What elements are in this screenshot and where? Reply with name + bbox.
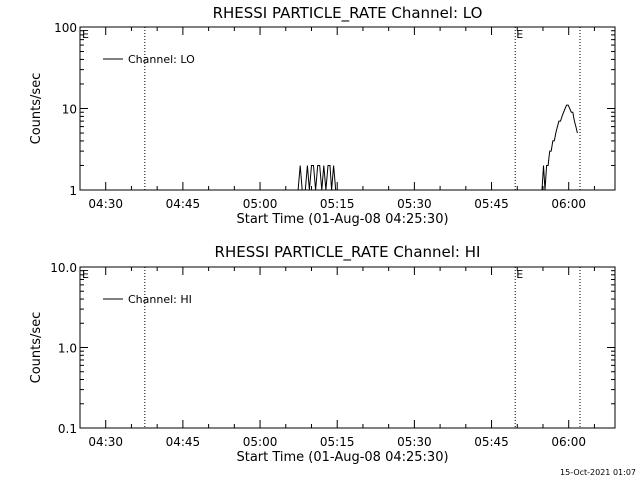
corner-label-lo: E bbox=[82, 28, 89, 41]
panel-lo: RHESSI PARTICLE_RATE Channel: LO 04:30 04:… bbox=[29, 4, 616, 227]
corner-label-hi: E bbox=[82, 268, 89, 281]
time-marker-label-lo: E bbox=[516, 28, 523, 41]
y-tick-label-hi: 0.1 bbox=[58, 422, 77, 436]
legend-label-lo: Channel: LO bbox=[128, 53, 195, 66]
panel-hi: RHESSI PARTICLE_RATE Channel: HI 04:30 04:… bbox=[29, 243, 616, 465]
y-tick-label-hi: 10.0 bbox=[50, 261, 77, 275]
y-axis-label-lo: Counts/sec bbox=[29, 73, 44, 145]
y-tick-label-lo: 1 bbox=[69, 184, 77, 198]
x-tick-label-lo: 05:00 bbox=[243, 197, 278, 211]
x-tick-label-hi: 04:45 bbox=[166, 435, 201, 449]
y-axis-label-hi: Counts/sec bbox=[29, 312, 44, 384]
x-tick-label-lo: 06:00 bbox=[551, 197, 586, 211]
legend-label-hi: Channel: HI bbox=[128, 293, 192, 306]
series-line-lo bbox=[297, 165, 338, 191]
time-marker-label-hi: E bbox=[516, 268, 523, 281]
series-line-lo bbox=[540, 104, 578, 191]
x-tick-label-lo: 05:15 bbox=[320, 197, 355, 211]
x-tick-label-hi: 05:00 bbox=[243, 435, 278, 449]
y-tick-label-hi: 1.0 bbox=[58, 342, 77, 356]
x-tick-label-hi: 04:30 bbox=[88, 435, 123, 449]
x-tick-label-lo: 04:30 bbox=[88, 197, 123, 211]
x-tick-label-hi: 05:30 bbox=[397, 435, 432, 449]
plot-frame-hi bbox=[79, 266, 616, 429]
chart-title-hi: RHESSI PARTICLE_RATE Channel: HI bbox=[215, 243, 481, 262]
x-axis-label-lo: Start Time (01-Aug-08 04:25:30) bbox=[236, 212, 448, 227]
footer-timestamp: 15-Oct-2021 01:07 bbox=[560, 468, 636, 477]
x-tick-label-lo: 04:45 bbox=[166, 197, 201, 211]
x-axis-label-hi: Start Time (01-Aug-08 04:25:30) bbox=[236, 450, 448, 465]
x-tick-label-hi: 05:45 bbox=[474, 435, 509, 449]
y-tick-label-lo: 100 bbox=[54, 21, 77, 35]
x-tick-label-hi: 06:00 bbox=[551, 435, 586, 449]
x-tick-label-hi: 05:15 bbox=[320, 435, 355, 449]
y-tick-label-lo: 10 bbox=[62, 103, 77, 117]
plot-frame-lo bbox=[79, 26, 616, 191]
x-tick-label-lo: 05:45 bbox=[474, 197, 509, 211]
x-tick-label-lo: 05:30 bbox=[397, 197, 432, 211]
chart-title-lo: RHESSI PARTICLE_RATE Channel: LO bbox=[213, 4, 483, 23]
